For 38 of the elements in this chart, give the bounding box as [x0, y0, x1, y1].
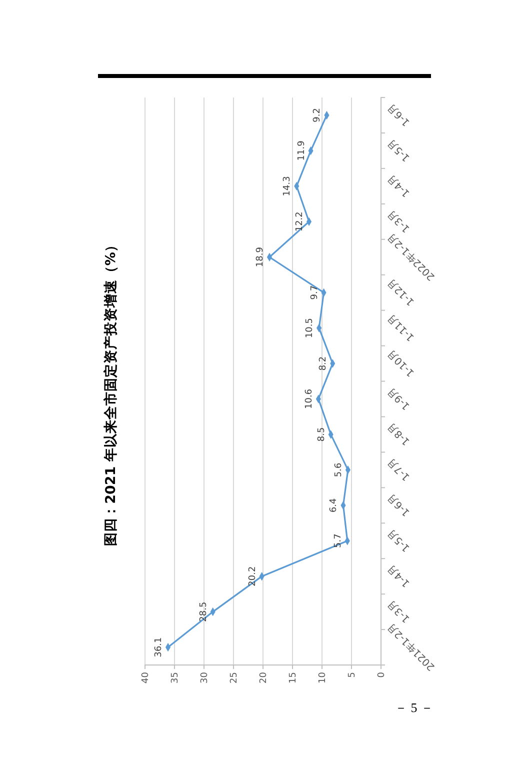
y-tick-label: 1-5月	[386, 526, 412, 554]
data-label: 12.2	[295, 212, 306, 232]
data-label: 20.2	[248, 566, 258, 586]
data-label: 6.4	[329, 498, 340, 513]
data-label: 10.6	[304, 388, 314, 410]
data-label: 18.9	[255, 246, 266, 268]
x-tick-label: 35	[170, 672, 181, 684]
y-tick-label: 1-5月	[386, 136, 412, 164]
x-tick-label: 15	[288, 672, 299, 684]
y-tick-label: 1-6月	[386, 101, 412, 128]
y-tick-label: 1-8月	[386, 420, 412, 447]
data-label: 14.3	[282, 176, 293, 196]
y-tick-label: 1-3月	[386, 208, 412, 234]
x-tick-label: 5	[348, 672, 358, 678]
y-tick-label: 1-3月	[386, 598, 412, 624]
y-tick-label: 1-7月	[386, 456, 412, 482]
x-tick-label: 10	[318, 672, 328, 684]
data-label: 36.1	[154, 637, 164, 658]
y-tick-label: 1-9月	[386, 385, 412, 412]
y-tick-label: 1-4月	[386, 562, 412, 589]
data-label: 28.5	[198, 602, 209, 622]
x-tick-label: 20	[259, 672, 270, 684]
data-label: 8.2	[318, 356, 329, 371]
x-tick-label: 40	[141, 672, 152, 684]
data-label: 5.6	[334, 462, 344, 478]
y-tick-label: 1-6月	[386, 491, 412, 518]
data-label: 11.9	[296, 140, 307, 161]
x-tick-label: 25	[230, 672, 240, 684]
text: 图四：2021 年以来全市固定资产投资增速（%）	[102, 238, 119, 546]
data-label: 9.2	[312, 108, 323, 122]
data-label: 10.5	[305, 318, 316, 338]
data-label: 5.7	[333, 534, 344, 548]
text: － 5 －	[394, 700, 434, 715]
x-tick-label: 0	[377, 672, 388, 678]
data-label: 9.7	[310, 285, 320, 300]
y-tick-label: 1-4月	[386, 172, 412, 199]
x-tick-label: 30	[200, 672, 210, 684]
data-label: 8.5	[316, 427, 327, 442]
